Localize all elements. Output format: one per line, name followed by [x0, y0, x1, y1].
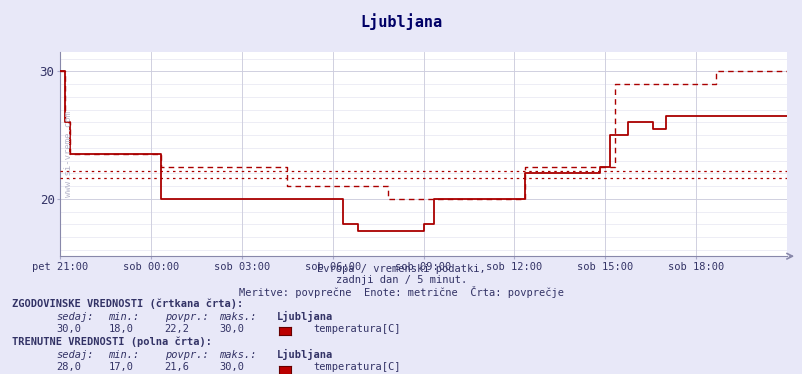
Text: povpr.:: povpr.: [164, 312, 208, 322]
Text: Ljubljana: Ljubljana [277, 349, 333, 360]
Text: 30,0: 30,0 [219, 362, 244, 372]
Text: Meritve: povprečne  Enote: metrične  Črta: povprečje: Meritve: povprečne Enote: metrične Črta:… [239, 286, 563, 298]
Text: sedaj:: sedaj: [56, 350, 94, 360]
Text: 30,0: 30,0 [56, 324, 81, 334]
Text: maks.:: maks.: [219, 312, 257, 322]
Text: ZGODOVINSKE VREDNOSTI (črtkana črta):: ZGODOVINSKE VREDNOSTI (črtkana črta): [12, 298, 243, 309]
Text: 22,2: 22,2 [164, 324, 189, 334]
Text: temperatura[C]: temperatura[C] [313, 324, 400, 334]
Text: Evropa / vremenski podatki,: Evropa / vremenski podatki, [317, 264, 485, 274]
Text: min.:: min.: [108, 350, 140, 360]
Text: temperatura[C]: temperatura[C] [313, 362, 400, 372]
Text: Ljubljana: Ljubljana [360, 13, 442, 30]
Text: TRENUTNE VREDNOSTI (polna črta):: TRENUTNE VREDNOSTI (polna črta): [12, 337, 212, 347]
Text: 30,0: 30,0 [219, 324, 244, 334]
Text: maks.:: maks.: [219, 350, 257, 360]
Text: povpr.:: povpr.: [164, 350, 208, 360]
Text: zadnji dan / 5 minut.: zadnji dan / 5 minut. [335, 275, 467, 285]
Text: min.:: min.: [108, 312, 140, 322]
Text: www.si-vreme.com: www.si-vreme.com [64, 111, 73, 197]
Text: 28,0: 28,0 [56, 362, 81, 372]
Text: 17,0: 17,0 [108, 362, 133, 372]
Text: Ljubljana: Ljubljana [277, 311, 333, 322]
Text: sedaj:: sedaj: [56, 312, 94, 322]
Text: 18,0: 18,0 [108, 324, 133, 334]
Text: 21,6: 21,6 [164, 362, 189, 372]
